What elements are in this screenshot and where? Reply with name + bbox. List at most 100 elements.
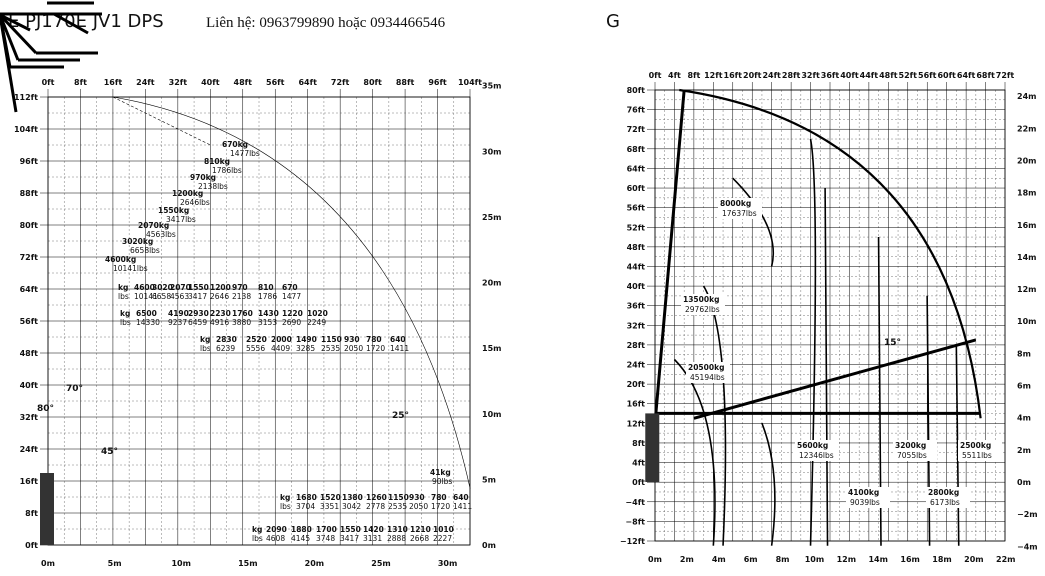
load-lbs: 3417lbs	[166, 215, 196, 224]
load-kg: 13500kg	[683, 295, 719, 304]
top-axis-label: 72ft	[331, 78, 350, 87]
load-lbs: 2138	[232, 292, 251, 301]
label-bg	[846, 487, 890, 508]
load-lbs: 1786	[258, 292, 277, 301]
angle-label: 80°	[37, 404, 54, 414]
left-axis-label: 36ft	[627, 302, 646, 311]
load-kg: 4600	[134, 283, 155, 292]
load-lbs: 3351	[320, 502, 339, 511]
right-axis-label: 6m	[1017, 382, 1031, 391]
right-axis-label: 25m	[482, 213, 501, 222]
right-axis-label: 0m	[1017, 478, 1031, 487]
left-axis-label: −4ft	[625, 498, 645, 507]
load-lbs: 9039lbs	[850, 498, 880, 507]
right-axis-label: 35m	[482, 82, 501, 91]
load-lbs: 5511lbs	[962, 451, 992, 460]
left-axis-label: 0ft	[25, 541, 38, 550]
bottom-axis-label: 4m	[712, 555, 726, 564]
load-lbs: 1411	[390, 344, 409, 353]
load-kg: 4600kg	[105, 255, 136, 264]
label-bg	[893, 440, 937, 461]
load-lbs: 2690	[282, 318, 301, 327]
load-kg: 3020kg	[122, 237, 153, 246]
load-lbs: 10141	[134, 292, 158, 301]
right-axis-label: 4m	[1017, 414, 1031, 423]
top-axis-label: 24ft	[762, 71, 781, 80]
left-axis-label: 80ft	[20, 221, 39, 230]
right-axis-label: 10m	[482, 410, 501, 419]
load-lbs: 1786lbs	[212, 166, 242, 175]
load-lbs: 7055lbs	[897, 451, 927, 460]
bottom-axis-label: 0m	[41, 559, 55, 568]
left-axis-label: −12ft	[620, 537, 645, 546]
left-axis-label: 8ft	[632, 439, 645, 448]
top-axis-label: 80ft	[363, 78, 382, 87]
load-lbs: 10141lbs	[113, 264, 148, 273]
left-axis-label: 16ft	[627, 400, 646, 409]
title: G	[606, 11, 620, 32]
unit-lbs: lbs	[118, 292, 129, 301]
label-bg	[958, 440, 1002, 461]
load-lbs: 6239	[216, 344, 235, 353]
load-lbs: 14330	[136, 318, 160, 327]
load-kg: 2830	[216, 335, 237, 344]
load-kg: 810kg	[204, 157, 230, 166]
left-axis-label: 56ft	[627, 204, 646, 213]
load-lbs: 3042	[342, 502, 361, 511]
load-curve	[955, 344, 960, 546]
top-axis-label: 64ft	[298, 78, 317, 87]
load-kg: 2800kg	[928, 488, 959, 497]
top-axis-label: 8ft	[687, 71, 700, 80]
load-lbs: 4145	[291, 534, 310, 543]
top-axis-label: 64ft	[957, 71, 976, 80]
unit-lbs: lbs	[120, 318, 131, 327]
label-bg	[718, 198, 762, 219]
top-axis-label: 48ft	[234, 78, 253, 87]
right-axis-label: 24m	[1017, 92, 1036, 101]
load-kg: 780	[431, 493, 447, 502]
load-kg: 1760	[232, 309, 253, 318]
label-bg	[926, 487, 970, 508]
unit-kg: kg	[200, 335, 210, 344]
unit-kg: kg	[118, 283, 128, 292]
top-axis-label: 56ft	[918, 71, 937, 80]
load-curve	[809, 138, 817, 546]
top-axis-label: 0ft	[649, 71, 662, 80]
right-axis-label: 5m	[482, 475, 496, 484]
right-axis-label: 10m	[1017, 317, 1036, 326]
top-axis-label: 88ft	[396, 78, 415, 87]
load-kg: 1310	[387, 525, 408, 534]
top-axis-label: 72ft	[996, 71, 1015, 80]
left-axis-label: 48ft	[20, 349, 39, 358]
bottom-axis-label: 20m	[964, 555, 983, 564]
load-kg: 1150	[388, 493, 409, 502]
right-axis-label: 18m	[1017, 189, 1036, 198]
left-axis-label: 96ft	[20, 157, 39, 166]
right-axis-label: 20m	[1017, 156, 1036, 165]
bottom-axis-label: 14m	[868, 555, 887, 564]
left-axis-label: 4ft	[632, 459, 645, 468]
load-kg: 1490	[296, 335, 317, 344]
load-kg: 1550	[188, 283, 209, 292]
load-lbs: 3417	[188, 292, 207, 301]
top-axis-label: 28ft	[782, 71, 801, 80]
left-axis-label: 104ft	[14, 125, 38, 134]
bottom-axis-label: 12m	[837, 555, 856, 564]
load-kg: 4190	[168, 309, 189, 318]
load-kg: 1220	[282, 309, 303, 318]
left-axis-label: 48ft	[627, 243, 646, 252]
load-lbs: 3153	[258, 318, 277, 327]
load-lbs: 3704	[296, 502, 315, 511]
top-axis-label: 40ft	[201, 78, 220, 87]
load-kg: 1150	[321, 335, 342, 344]
load-kg: 1550	[340, 525, 361, 534]
left-axis-label: 60ft	[627, 184, 646, 193]
left-axis-label: 20ft	[627, 380, 646, 389]
load-lbs: 3880	[232, 318, 251, 327]
angle-label: 45°	[101, 447, 118, 457]
load-kg: 780	[366, 335, 382, 344]
bottom-axis-label: 2m	[680, 555, 694, 564]
top-axis-label: 52ft	[899, 71, 918, 80]
bottom-axis-label: 6m	[744, 555, 758, 564]
load-lbs: 2535	[321, 344, 340, 353]
